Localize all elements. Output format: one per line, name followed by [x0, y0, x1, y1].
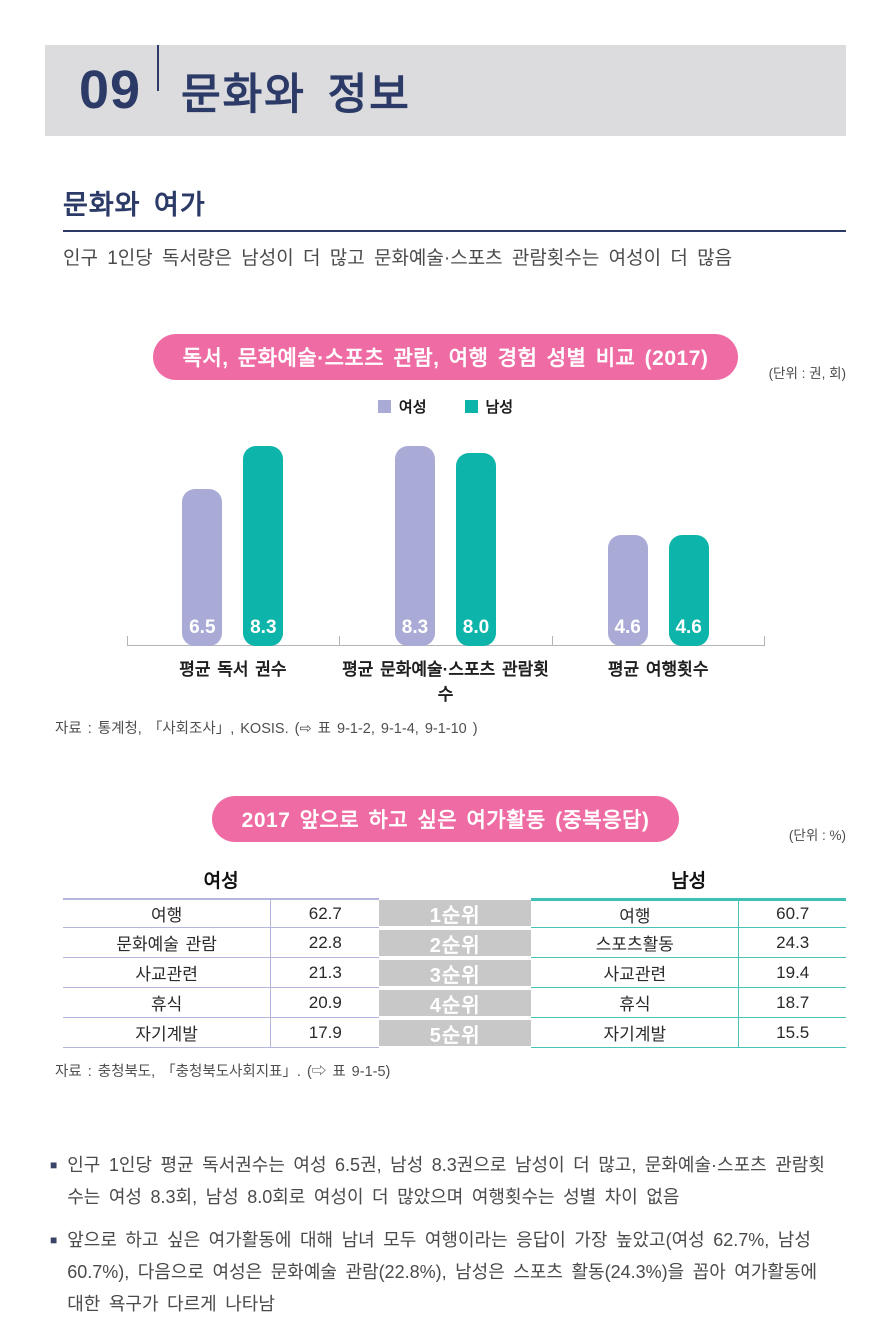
- legend-item-male: 남성: [464, 396, 514, 417]
- gender-header-female: 여성: [203, 871, 239, 892]
- legend-swatch-female: [377, 400, 391, 413]
- bar-male: 8.3: [243, 446, 284, 646]
- note-item: ■ 인구 1인당 평균 독서권수는 여성 6.5권, 남성 8.3권으로 남성이 …: [50, 1149, 841, 1213]
- bar-female: 8.3: [395, 446, 435, 646]
- legend-swatch-male: [464, 400, 478, 413]
- bar-chart-area: 6.5 8.3 8.3 8.0 4.6 4.6 평균 독서 권수 평균 문화예술·스포츠 관…: [126, 435, 765, 705]
- male-activity-cell: 여행: [531, 898, 740, 928]
- chapter-title: 문화와 정보: [181, 70, 411, 119]
- section-rule: [63, 230, 846, 232]
- female-activity-cell: 문화예술 관람: [63, 928, 272, 958]
- gender-header-male: 남성: [671, 871, 707, 892]
- chart-category-group: 8.3 8.0: [339, 435, 552, 646]
- bar-female: 6.5: [182, 489, 223, 646]
- category-labels-row: 평균 독서 권수 평균 문화예술·스포츠 관람횟수 평균 여행횟수: [127, 655, 765, 705]
- rank-badge: 2순위: [379, 930, 532, 957]
- female-value-cell: 17.9: [271, 1018, 380, 1048]
- female-value-cell: 21.3: [271, 958, 380, 988]
- bar-value-label: 6.5: [189, 617, 216, 638]
- male-value-cell: 19.4: [739, 958, 846, 988]
- chart-source: 자료 : 통계청, 「사회조사」, KOSIS. (⇨ 표 9-1-2, 9-1…: [55, 721, 478, 737]
- rank-badge: 4순위: [379, 990, 532, 1017]
- section-subtitle: 인구 1인당 독서량은 남성이 더 많고 문화예술·스포츠 관람횟수는 여성이 …: [63, 248, 733, 269]
- square-bullet-icon: ■: [50, 1158, 58, 1172]
- male-activity-cell: 스포츠활동: [531, 928, 740, 958]
- male-activity-cell: 사교관련: [531, 958, 740, 988]
- bar-chart-plot: 6.5 8.3 8.3 8.0 4.6 4.6: [126, 435, 765, 646]
- chapter-number: 09: [79, 60, 142, 120]
- bar-value-label: 8.3: [250, 617, 277, 638]
- axis-tick: [763, 636, 765, 646]
- rank-badge: 5순위: [379, 1020, 532, 1047]
- male-value-cell: 24.3: [739, 928, 846, 958]
- gender-comparison-chart: 독서, 문화예술·스포츠 관람, 여행 경험 성별 비교 (2017) (단위 …: [0, 334, 891, 738]
- male-value-cell: 15.5: [739, 1018, 846, 1048]
- section-title: 문화와 여가: [63, 190, 206, 220]
- female-activity-cell: 여행: [63, 898, 272, 928]
- leisure-activity-table-block: 2017 앞으로 하고 싶은 여가활동 (중복응답) (단위 : %) 여성 남…: [0, 796, 891, 1081]
- rank-cell: 5순위: [379, 1018, 532, 1048]
- rank-table: 여행 62.7 1순위 여행 60.7 문화예술 관람 22.8 2순위 스포츠활동 24.3 사교…: [63, 898, 846, 1048]
- bar-value-label: 4.6: [675, 617, 702, 638]
- male-value-cell: 60.7: [739, 898, 846, 928]
- legend-item-female: 여성: [377, 396, 427, 417]
- rank-cell: 3순위: [379, 958, 532, 988]
- chapter-header: 09 문화와 정보: [45, 45, 846, 136]
- female-value-cell: 20.9: [271, 988, 380, 1018]
- category-label: 평균 여행횟수: [607, 660, 709, 679]
- note-text: 인구 1인당 평균 독서권수는 여성 6.5권, 남성 8.3권으로 남성이 더…: [67, 1155, 825, 1207]
- section-header: 문화와 여가 인구 1인당 독서량은 남성이 더 많고 문화예술·스포츠 관람횟…: [45, 183, 846, 270]
- rank-cell: 4순위: [379, 988, 532, 1018]
- female-value-cell: 62.7: [271, 898, 380, 928]
- bar-male: 4.6: [668, 535, 709, 646]
- table-unit-label: (단위 : %): [788, 828, 846, 843]
- notes-section: ■ 인구 1인당 평균 독서권수는 여성 6.5권, 남성 8.3권으로 남성이 …: [45, 1149, 846, 1320]
- square-bullet-icon: ■: [50, 1233, 58, 1247]
- category-label: 평균 독서 권수: [179, 660, 287, 679]
- chart-unit-label: (단위 : 권, 회): [768, 366, 846, 381]
- axis-tick: [551, 636, 553, 646]
- male-activity-cell: 휴식: [531, 988, 740, 1018]
- chart-category-group: 6.5 8.3: [127, 435, 340, 646]
- chart-title-pill: 독서, 문화예술·스포츠 관람, 여행 경험 성별 비교 (2017): [152, 334, 739, 380]
- table-source: 자료 : 충청북도, 「충청북도사회지표」. (⇨ 표 9-1-5): [55, 1064, 391, 1080]
- female-activity-cell: 휴식: [63, 988, 272, 1018]
- bar-value-label: 4.6: [614, 617, 641, 638]
- rank-badge: 1순위: [379, 900, 532, 927]
- bar-female: 4.6: [607, 535, 648, 646]
- chart-title-row: 독서, 문화예술·스포츠 관람, 여행 경험 성별 비교 (2017) (단위 …: [45, 334, 846, 381]
- female-value-cell: 22.8: [271, 928, 380, 958]
- rank-badge: 3순위: [379, 960, 532, 987]
- note-item: ■ 앞으로 하고 싶은 여가활동에 대해 남녀 모두 여행이라는 응답이 가장 높…: [50, 1224, 841, 1320]
- male-value-cell: 18.7: [739, 988, 846, 1018]
- chart-category-group: 4.6 4.6: [552, 435, 765, 646]
- bar-male: 8.0: [456, 453, 496, 646]
- chapter-divider: [157, 45, 160, 91]
- rank-table-wrap: 여성 남성 여행 62.7 1순위 여행 60.7 문화예술 관람 22.8 2순위 스포츠활동…: [45, 866, 846, 1048]
- category-label: 평균 문화예술·스포츠 관람횟수: [342, 660, 549, 704]
- gender-header-row: 여성 남성: [63, 866, 846, 893]
- female-activity-cell: 사교관련: [63, 958, 272, 988]
- chart-axis-line: [126, 645, 765, 646]
- chart-legend: 여성 남성: [0, 396, 891, 417]
- axis-tick: [339, 636, 341, 646]
- bar-value-label: 8.0: [462, 617, 490, 638]
- legend-label-male: 남성: [485, 399, 514, 416]
- legend-label-female: 여성: [398, 399, 427, 416]
- rank-cell: 1순위: [379, 898, 532, 928]
- bar-value-label: 8.3: [401, 617, 429, 638]
- female-activity-cell: 자기계발: [63, 1018, 272, 1048]
- rank-cell: 2순위: [379, 928, 532, 958]
- table-title-pill: 2017 앞으로 하고 싶은 여가활동 (중복응답): [211, 796, 680, 842]
- note-text: 앞으로 하고 싶은 여가활동에 대해 남녀 모두 여행이라는 응답이 가장 높았…: [67, 1230, 818, 1314]
- axis-tick: [126, 636, 128, 646]
- male-activity-cell: 자기계발: [531, 1018, 740, 1048]
- table-title-row: 2017 앞으로 하고 싶은 여가활동 (중복응답) (단위 : %): [45, 796, 846, 843]
